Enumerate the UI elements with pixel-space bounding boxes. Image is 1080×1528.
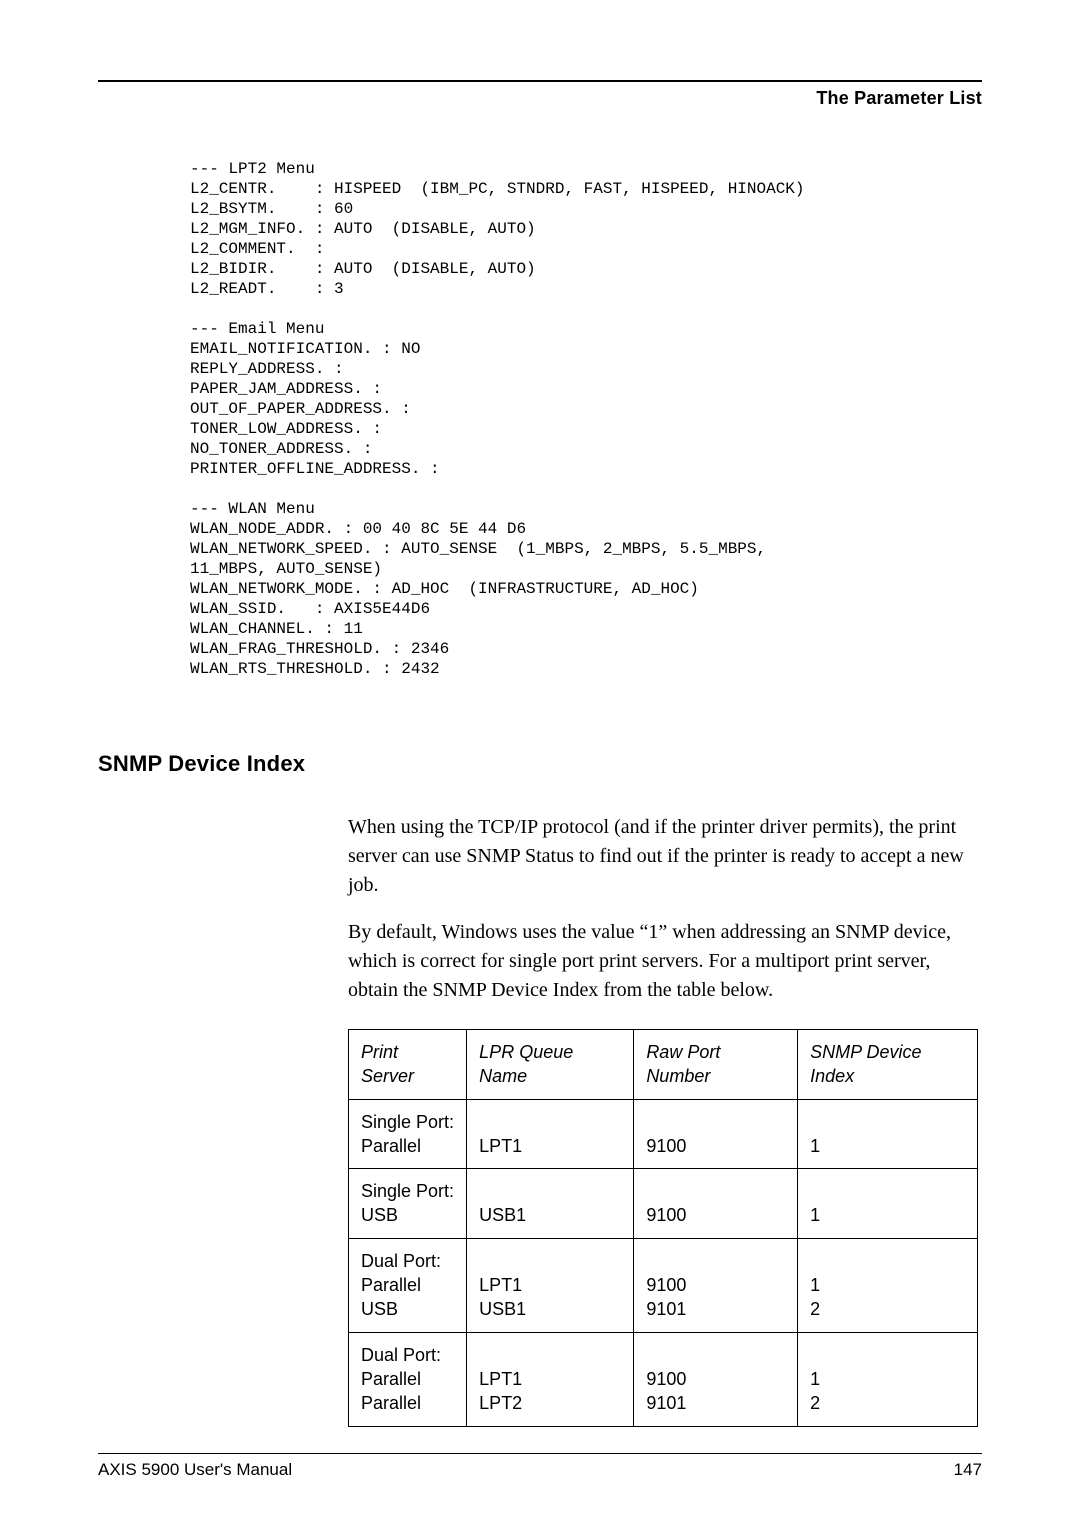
paragraph-2: By default, Windows uses the value “1” w… (348, 918, 982, 1005)
cell-lpr-queue: USB1 (467, 1169, 634, 1239)
cell-raw-port: 9100 (634, 1169, 798, 1239)
paragraph-1: When using the TCP/IP protocol (and if t… (348, 813, 982, 900)
cell-lpr-queue: LPT1LPT2 (467, 1332, 634, 1426)
body-column: When using the TCP/IP protocol (and if t… (348, 813, 982, 1427)
table-row: Dual Port:ParallelUSB LPT1USB1 91009101 … (349, 1238, 978, 1332)
footer-rule (98, 1453, 982, 1454)
footer-manual-title: AXIS 5900 User's Manual (98, 1460, 292, 1480)
cell-print-server: Single Port:Parallel (349, 1099, 467, 1169)
cell-lpr-queue: LPT1 (467, 1099, 634, 1169)
cell-print-server: Dual Port:ParallelParallel (349, 1332, 467, 1426)
table-header-row: Print Server LPR Queue Name Raw Port Num… (349, 1030, 978, 1100)
cell-snmp-index: 1 (798, 1099, 978, 1169)
footer-page-number: 147 (954, 1460, 982, 1480)
table-row: Single Port:Parallel LPT1 9100 1 (349, 1099, 978, 1169)
cell-print-server: Single Port:USB (349, 1169, 467, 1239)
cell-snmp-index: 12 (798, 1238, 978, 1332)
cell-lpr-queue: LPT1USB1 (467, 1238, 634, 1332)
footer-row: AXIS 5900 User's Manual 147 (98, 1460, 982, 1480)
top-rule (98, 80, 982, 82)
col-raw-port-number: Raw Port Number (634, 1030, 798, 1100)
col-print-server: Print Server (349, 1030, 467, 1100)
table-row: Single Port:USB USB1 9100 1 (349, 1169, 978, 1239)
col-lpr-queue-name: LPR Queue Name (467, 1030, 634, 1100)
snmp-device-index-table: Print Server LPR Queue Name Raw Port Num… (348, 1029, 978, 1427)
footer: AXIS 5900 User's Manual 147 (98, 1453, 982, 1480)
table-row: Dual Port:ParallelParallel LPT1LPT2 9100… (349, 1332, 978, 1426)
col-snmp-device-index: SNMP Device Index (798, 1030, 978, 1100)
cell-raw-port: 9100 (634, 1099, 798, 1169)
section-heading: SNMP Device Index (98, 751, 348, 777)
cell-raw-port: 91009101 (634, 1238, 798, 1332)
page-header-title: The Parameter List (98, 88, 982, 109)
section-row: SNMP Device Index (98, 751, 982, 777)
cell-raw-port: 91009101 (634, 1332, 798, 1426)
cell-print-server: Dual Port:ParallelUSB (349, 1238, 467, 1332)
page: The Parameter List --- LPT2 MenuL2_CENTR… (0, 0, 1080, 1528)
parameter-code-block: --- LPT2 MenuL2_CENTR. : HISPEED (IBM_PC… (190, 159, 982, 679)
cell-snmp-index: 12 (798, 1332, 978, 1426)
cell-snmp-index: 1 (798, 1169, 978, 1239)
